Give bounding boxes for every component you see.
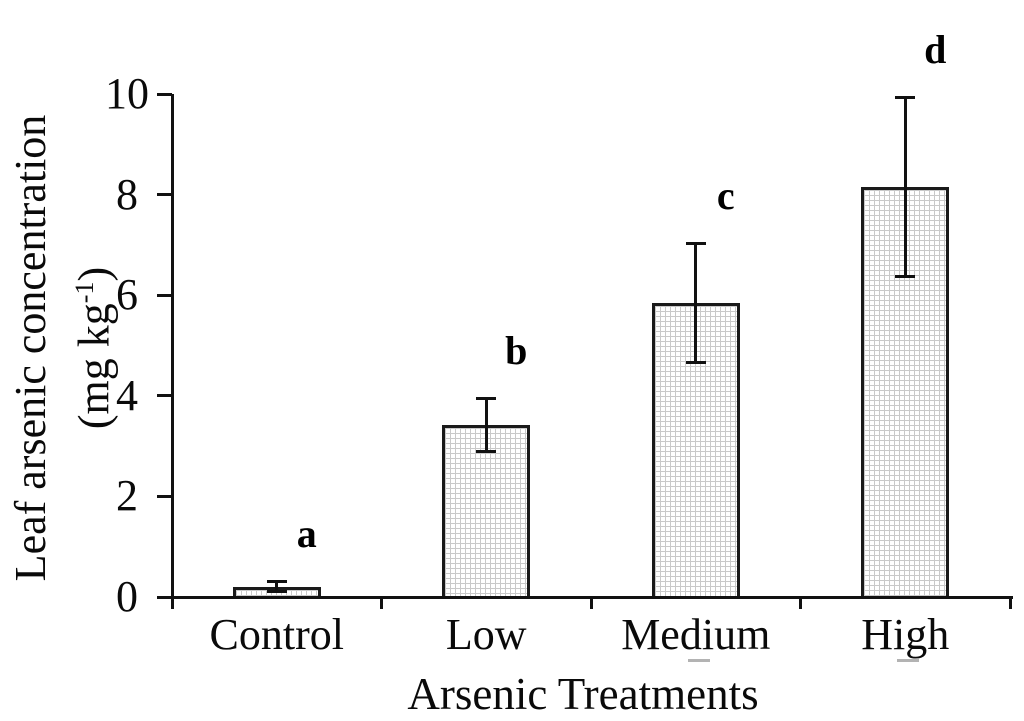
y-axis-line bbox=[170, 94, 174, 609]
error-bar-cap-bottom bbox=[895, 275, 916, 279]
bar-low bbox=[442, 424, 531, 599]
significance-letter-a: a bbox=[296, 510, 317, 556]
error-bar-cap-top bbox=[266, 580, 287, 584]
x-tick bbox=[589, 597, 593, 609]
error-bar-cap-top bbox=[685, 242, 706, 246]
x-tick bbox=[380, 597, 383, 609]
category-underline-dash bbox=[897, 659, 920, 662]
y-tick bbox=[157, 92, 172, 96]
y-tick bbox=[157, 293, 172, 297]
error-bar-cap-top bbox=[476, 397, 497, 401]
error-bar-stem bbox=[694, 243, 698, 363]
x-category-label-high: High bbox=[861, 610, 950, 659]
x-tick bbox=[1008, 597, 1012, 609]
y-tick-label: 0 bbox=[116, 572, 138, 621]
error-bar-cap-bottom bbox=[476, 449, 497, 453]
significance-letter-d: d bbox=[924, 26, 947, 72]
error-bar-cap-bottom bbox=[685, 361, 706, 365]
y-tick-label: 2 bbox=[116, 471, 138, 521]
x-axis-title: Arsenic Treatments bbox=[407, 669, 759, 719]
error-bar-stem bbox=[903, 97, 907, 277]
error-bar-cap-top bbox=[895, 96, 916, 100]
y-tick bbox=[157, 595, 172, 599]
x-category-label-low: Low bbox=[445, 610, 527, 659]
significance-letter-c: c bbox=[716, 172, 735, 218]
y-tick bbox=[157, 494, 172, 498]
x-category-label-control: Control bbox=[209, 610, 344, 659]
x-category-label-medium: Medium bbox=[621, 610, 771, 659]
error-bar-stem bbox=[275, 581, 279, 592]
y-tick bbox=[157, 193, 172, 197]
error-bar-cap-bottom bbox=[266, 590, 287, 594]
x-tick bbox=[799, 597, 802, 609]
significance-letter-b: b bbox=[505, 327, 528, 373]
y-tick-label: 6 bbox=[116, 270, 138, 320]
y-tick-label: 4 bbox=[116, 370, 138, 420]
y-tick-label: 8 bbox=[116, 169, 138, 219]
error-bar-stem bbox=[484, 398, 488, 452]
y-tick bbox=[157, 394, 172, 398]
y-tick-label: 10 bbox=[105, 69, 149, 118]
category-underline-dash bbox=[687, 659, 710, 662]
